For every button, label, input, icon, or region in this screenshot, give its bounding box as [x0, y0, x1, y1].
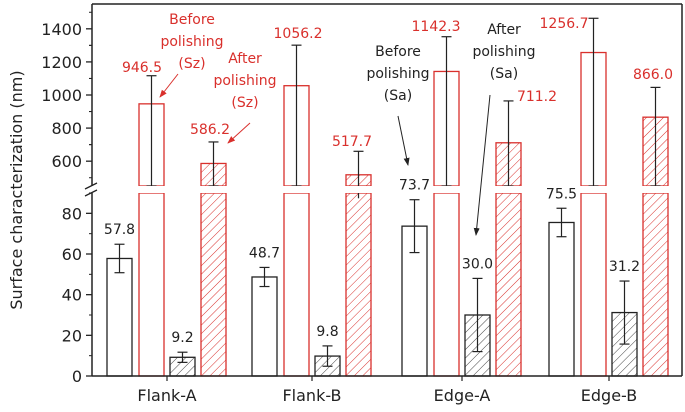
data-label-sa_after: 9.8 — [316, 324, 338, 340]
x-tick-label-flank-a: Flank-A — [137, 386, 196, 405]
y-tick-label: 800 — [51, 119, 82, 138]
data-label-sz_after: 711.2 — [517, 89, 557, 105]
annotation-arrow-sz_after — [227, 122, 251, 144]
bar-sa_before — [106, 257, 133, 377]
y-tick-label: 60 — [62, 245, 82, 264]
annotation-line: Before — [375, 44, 421, 60]
annotation-line: (Sa) — [384, 88, 412, 104]
data-label-sa_before: 75.5 — [546, 186, 577, 202]
annotation-line: After — [228, 51, 262, 67]
bars-layer — [106, 17, 669, 377]
y-tick-label: 0 — [72, 367, 82, 386]
annotation-arrow-sa_before — [397, 115, 410, 166]
y-tick-label: 1400 — [41, 20, 82, 39]
data-label-sz_before: 1256.7 — [540, 16, 589, 32]
annotation-line: Before — [169, 12, 215, 28]
data-label-sa_before: 48.7 — [249, 245, 280, 261]
axes-layer: 0 20 40 60 80 600 800 1000 1200 1400 Flank-A Flank-… — [41, 3, 683, 405]
data-label-sa_before: 73.7 — [399, 178, 430, 194]
annotation-sa_after: After polishing (Sa) — [472, 22, 535, 82]
x-tick-label-flank-b: Flank-B — [282, 386, 341, 405]
data-label-sa_after: 9.2 — [171, 330, 193, 346]
y-tick-label: 80 — [62, 204, 82, 223]
annotation-sz_before: Before polishing (Sz) — [160, 12, 223, 72]
bar-sz_after-lower — [200, 192, 227, 377]
annotation-line: polishing — [160, 34, 223, 50]
annotation-line: polishing — [366, 66, 429, 82]
axis-break-mark — [84, 182, 98, 190]
annotation-line: (Sa) — [490, 66, 518, 82]
data-label-sa_before: 57.8 — [104, 222, 135, 238]
annotation-arrow-sz_before — [159, 73, 179, 98]
y-tick-label: 40 — [62, 286, 82, 305]
x-tick-label-edge-a: Edge-A — [434, 386, 491, 405]
annotation-line: After — [487, 22, 521, 38]
y-tick-label: 1200 — [41, 53, 82, 72]
bar-sz_before-lower — [283, 192, 310, 377]
bar-sz_before-lower — [580, 192, 607, 377]
bar-sz_before-lower — [433, 192, 460, 377]
y-tick-label: 1000 — [41, 86, 82, 105]
y-tick-label: 600 — [51, 152, 82, 171]
data-label-sz_before: 1056.2 — [274, 26, 323, 42]
y-axis-label: Surface characterization (nm) — [7, 70, 26, 309]
data-label-sa_after: 31.2 — [609, 259, 640, 275]
data-label-sz_after: 517.7 — [332, 134, 372, 150]
labels-layer: 57.8 48.7 73.7 75.5 946.5 1056.2 1142.3 1256.7 9… — [104, 12, 673, 346]
annotation-sa_before: Before polishing (Sa) — [366, 44, 429, 104]
data-label-sz_before: 946.5 — [122, 60, 162, 76]
annotation-line: (Sz) — [231, 95, 258, 111]
axis-break-gap — [93, 186, 681, 193]
y-tick-label: 20 — [62, 326, 82, 345]
data-label-sz_after: 866.0 — [633, 67, 673, 83]
bar-sz_after-lower — [345, 192, 372, 377]
annotation-line: polishing — [472, 44, 535, 60]
x-tick-label-edge-b: Edge-B — [581, 386, 637, 405]
bar-sa_before — [251, 276, 278, 377]
annotation-arrow-sa_after — [473, 94, 491, 236]
data-label-sz_after: 586.2 — [190, 122, 230, 138]
annotation-line: (Sz) — [178, 56, 205, 72]
bar-sz_before-lower — [138, 192, 165, 377]
bar-sa_before — [548, 221, 575, 377]
data-label-sz_before: 1142.3 — [412, 19, 461, 35]
data-label-sa_after: 30.0 — [462, 256, 493, 272]
bar-sz_after-lower — [495, 192, 522, 377]
bar-sz_after-lower — [642, 192, 669, 377]
annotation-line: polishing — [213, 73, 276, 89]
annotation-sz_after: After polishing (Sz) — [213, 51, 276, 111]
